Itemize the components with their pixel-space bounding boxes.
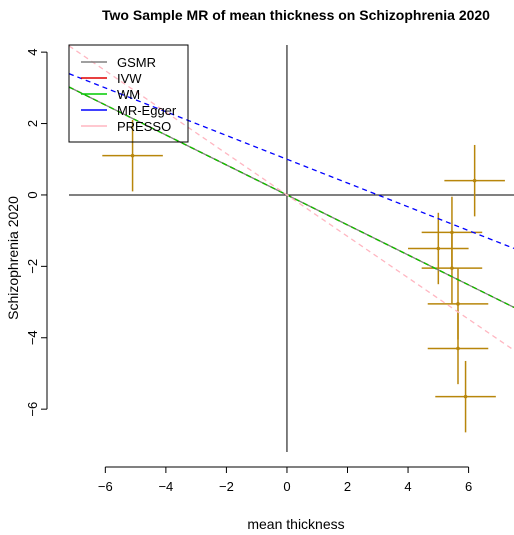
legend-item-mr-egger: MR-Egger — [81, 103, 177, 118]
legend-label: PRESSO — [117, 119, 171, 134]
y-axis-label: Schizophrenia 2020 — [5, 196, 21, 320]
plot-clip-group — [69, 45, 514, 452]
line-wm — [69, 86, 514, 308]
x-tick-label: −6 — [98, 479, 113, 494]
data-point-3 — [408, 212, 469, 285]
y-tick-label: 2 — [25, 120, 40, 127]
line-mr-egger — [69, 73, 514, 250]
y-tick-label: 4 — [25, 49, 40, 56]
data-point-8 — [435, 360, 496, 433]
legend-label: WM — [117, 87, 140, 102]
x-axis-label: mean thickness — [247, 516, 344, 532]
data-point-1 — [102, 119, 163, 192]
data-point-7 — [427, 312, 489, 385]
legend-label: IVW — [117, 71, 142, 86]
plot-area — [69, 45, 514, 452]
legend-item-presso: PRESSO — [81, 119, 171, 134]
y-tick-label: −2 — [25, 259, 40, 274]
x-tick-label: 6 — [465, 479, 472, 494]
x-tick-label: 2 — [344, 479, 351, 494]
x-tick-label: −4 — [158, 479, 173, 494]
y-tick-label: −4 — [25, 330, 40, 345]
legend-box — [68, 44, 189, 143]
x-tick-label: −2 — [219, 479, 234, 494]
chart-title: Two Sample MR of mean thickness on Schiz… — [102, 7, 490, 23]
legend-item-ivw: IVW — [81, 71, 142, 86]
point-marker — [472, 178, 477, 183]
legend-item-wm: WM — [81, 87, 140, 102]
point-marker — [463, 394, 468, 399]
data-point-5 — [421, 232, 483, 304]
axes: −6 −4 −2 0 2 4 6 −6 −4 −2 0 2 4 — [25, 49, 472, 494]
legend-item-gsmr: GSMR — [81, 55, 156, 70]
point-marker — [130, 153, 135, 158]
x-tick-label: 4 — [404, 479, 411, 494]
legend-label: MR-Egger — [117, 103, 177, 118]
x-tick-label: 0 — [283, 479, 290, 494]
data-point-2 — [444, 144, 505, 217]
point-marker — [436, 246, 441, 251]
point-marker — [456, 302, 460, 306]
legend-label: GSMR — [117, 55, 156, 70]
y-tick-label: 0 — [25, 191, 40, 198]
y-tick-label: −6 — [25, 402, 40, 417]
point-marker — [450, 266, 454, 270]
point-marker — [456, 346, 460, 351]
